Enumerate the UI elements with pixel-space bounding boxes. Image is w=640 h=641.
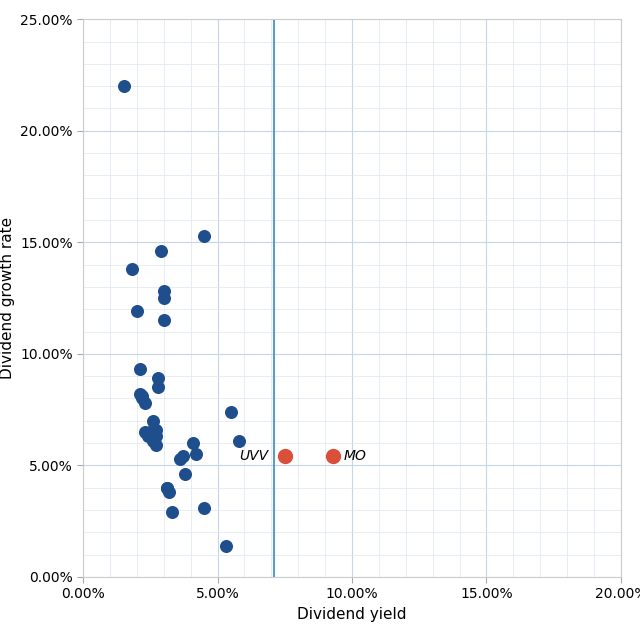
Point [148, 436, 158, 446]
Point [159, 293, 169, 303]
Point [134, 364, 145, 374]
Point [234, 436, 244, 446]
Point [156, 246, 166, 256]
Point [132, 306, 142, 317]
Point [137, 391, 147, 401]
Point [150, 424, 161, 435]
Point [164, 487, 174, 497]
Point [167, 507, 177, 517]
Point [140, 427, 150, 437]
Point [145, 427, 156, 437]
Point [180, 469, 191, 479]
Y-axis label: Dividend growth rate: Dividend growth rate [0, 217, 15, 379]
Point [199, 503, 209, 513]
Point [118, 81, 129, 91]
Point [328, 451, 339, 462]
Point [177, 451, 188, 462]
Point [148, 415, 158, 426]
Point [150, 431, 161, 442]
Point [134, 389, 145, 399]
Point [199, 231, 209, 241]
Point [188, 438, 198, 448]
Point [175, 454, 185, 464]
Text: UVV: UVV [239, 449, 269, 463]
Point [280, 451, 290, 462]
Point [159, 287, 169, 297]
Point [154, 382, 164, 392]
Point [137, 394, 147, 404]
Point [161, 483, 172, 493]
Point [127, 264, 137, 274]
Point [161, 483, 172, 493]
Point [191, 449, 201, 460]
Point [143, 431, 153, 442]
Point [150, 440, 161, 451]
Point [140, 398, 150, 408]
Point [226, 406, 236, 417]
Point [221, 540, 231, 551]
Point [154, 373, 164, 383]
Text: MO: MO [344, 449, 367, 463]
Point [159, 315, 169, 326]
X-axis label: Dividend yield: Dividend yield [297, 607, 407, 622]
